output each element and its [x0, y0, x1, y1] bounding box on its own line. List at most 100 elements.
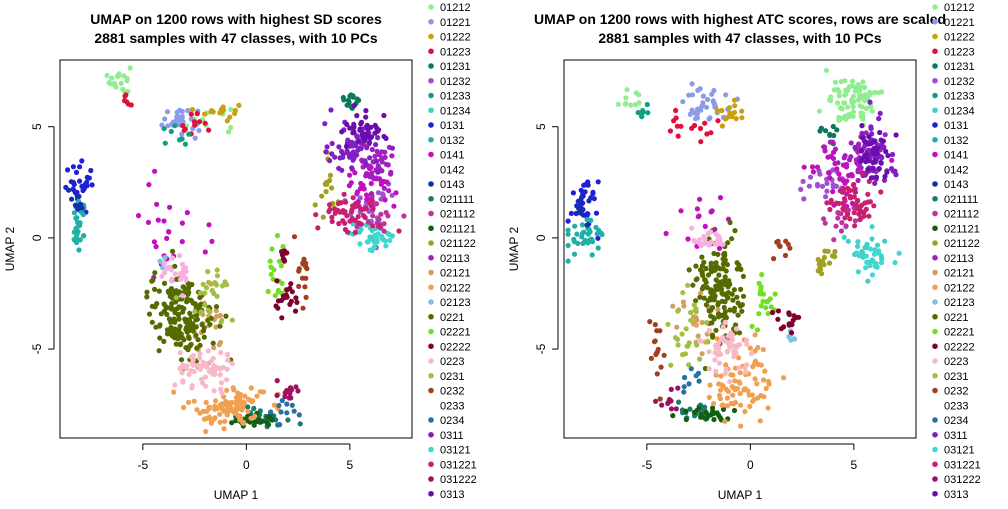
point-031221 — [833, 200, 839, 206]
legend-item: 021112 — [428, 209, 475, 221]
point-0221 — [152, 286, 158, 292]
point-02122 — [213, 398, 219, 404]
point-0321 — [689, 225, 695, 231]
point-01233 — [635, 109, 641, 116]
point-0223 — [724, 349, 731, 355]
point-0231 — [229, 317, 235, 323]
point-02113 — [827, 139, 833, 145]
legend-label: 0234 — [944, 415, 968, 427]
point-0221 — [731, 308, 737, 314]
point-0141 — [843, 164, 850, 170]
point-021121 — [711, 416, 717, 423]
point-02221 — [278, 263, 285, 269]
legend-label: 0141 — [944, 150, 968, 162]
point-01234 — [855, 239, 861, 245]
point-0234 — [681, 384, 687, 390]
legend-item: 0231 — [932, 371, 968, 383]
point-031221 — [871, 203, 877, 209]
point-0311 — [877, 110, 883, 116]
point-0221 — [144, 294, 150, 300]
point-02113 — [830, 155, 836, 162]
point-02122 — [248, 385, 254, 391]
point-0221 — [702, 365, 708, 372]
point-021121 — [683, 408, 689, 414]
point-01234 — [874, 242, 881, 248]
legend-label: 01222 — [944, 32, 975, 44]
point-02222 — [786, 311, 792, 317]
point-0321 — [708, 229, 714, 235]
point-01221 — [706, 116, 712, 122]
point-0231 — [683, 326, 689, 332]
point-0231 — [686, 340, 692, 346]
point-0221 — [718, 313, 725, 319]
point-021122 — [323, 189, 329, 195]
point-0221 — [176, 327, 182, 333]
legend-label: 02123 — [440, 297, 471, 309]
point-0232 — [300, 305, 306, 311]
point-0232 — [647, 319, 653, 325]
point-0311 — [868, 124, 874, 130]
point-03121 — [372, 233, 378, 239]
point-01221 — [165, 123, 171, 129]
legend-label: 0233 — [944, 400, 968, 412]
point-01233 — [638, 113, 645, 119]
legend-item: 0313 — [932, 489, 968, 501]
point-031221 — [865, 191, 871, 197]
point-0311 — [876, 116, 882, 122]
point-0223 — [224, 366, 230, 372]
point-01222 — [725, 114, 731, 120]
point-0221 — [713, 260, 719, 266]
point-0223 — [744, 341, 750, 347]
point-0231 — [218, 319, 224, 325]
point-0132 — [76, 247, 82, 253]
point-02122 — [226, 407, 232, 413]
x-axis: -5 0 5 — [641, 443, 858, 472]
point-01234 — [845, 238, 851, 244]
point-02113 — [363, 171, 370, 177]
point-021112 — [843, 223, 849, 229]
point-02122 — [222, 418, 228, 424]
point-0311 — [349, 139, 355, 145]
point-0132 — [593, 224, 599, 230]
legend-label: 02121 — [440, 268, 471, 280]
point-0234 — [681, 389, 687, 395]
legend-label: 0232 — [440, 386, 464, 398]
point-031221 — [340, 208, 346, 214]
point-02113 — [381, 185, 387, 191]
point-031222 — [653, 398, 659, 404]
point-0223 — [208, 358, 214, 364]
point-021122 — [323, 179, 330, 185]
point-0234 — [278, 409, 284, 415]
point-02122 — [757, 418, 763, 424]
point-031221 — [847, 195, 853, 201]
point-01233 — [186, 131, 192, 137]
point-01232 — [800, 178, 806, 184]
legend-swatch — [932, 195, 938, 202]
point-0132 — [585, 238, 591, 245]
point-02222 — [282, 295, 288, 301]
point-0221 — [738, 286, 744, 292]
point-01223 — [182, 126, 188, 132]
legend-item: 02121 — [932, 268, 975, 280]
point-0221 — [739, 308, 745, 314]
point-031222 — [284, 389, 290, 395]
point-031221 — [377, 222, 383, 229]
point-01233 — [182, 141, 188, 147]
legend-label: 0131 — [944, 120, 968, 132]
point-0223 — [218, 386, 224, 392]
point-031221 — [396, 228, 402, 234]
legend-label: 031221 — [440, 459, 477, 471]
point-0132 — [565, 258, 571, 264]
point-0221 — [194, 345, 200, 351]
point-01212 — [843, 87, 849, 93]
umap-atc-svg: -5 0 5 -5 0 5 UMAP on 1200 rows with highest… — [507, 2, 981, 509]
point-0221 — [710, 291, 716, 297]
point-0223 — [712, 357, 718, 363]
point-0221 — [701, 295, 707, 301]
point-0141 — [685, 236, 691, 242]
point-0141 — [376, 176, 383, 182]
point-01231 — [823, 128, 829, 134]
legend: 01212 01221 01222 01223 01231 01232 01233 01234… — [932, 2, 981, 509]
point-031222 — [675, 385, 681, 391]
point-02122 — [755, 345, 761, 351]
